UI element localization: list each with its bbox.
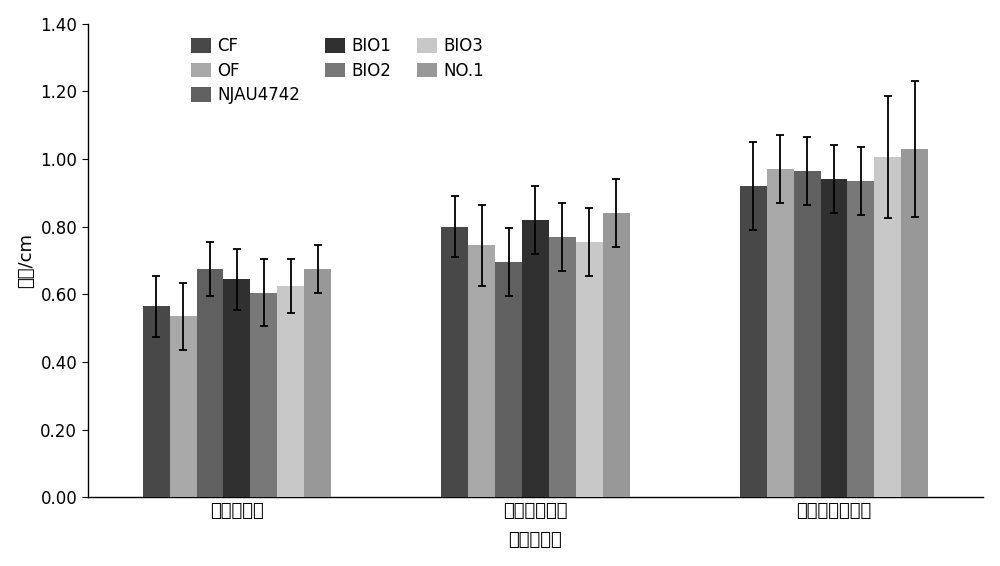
Bar — [143, 306, 170, 498]
Legend: CF, OF, NJAU4742, BIO1, BIO2, BIO3, NO.1: CF, OF, NJAU4742, BIO1, BIO2, BIO3, NO.1 — [186, 32, 489, 109]
Bar — [740, 186, 767, 498]
Bar — [304, 269, 331, 498]
Bar — [847, 181, 874, 498]
Bar — [549, 237, 576, 498]
Bar — [794, 171, 821, 498]
Bar — [495, 262, 522, 498]
Y-axis label: 茎粗/cm: 茎粗/cm — [17, 233, 35, 288]
Bar — [522, 220, 549, 498]
Bar — [250, 293, 277, 498]
Bar — [576, 242, 603, 498]
X-axis label: 有机类肥料: 有机类肥料 — [509, 531, 562, 550]
Bar — [767, 169, 794, 498]
Bar — [603, 213, 630, 498]
Bar — [223, 279, 250, 498]
Bar — [874, 157, 901, 498]
Bar — [901, 149, 928, 498]
Bar — [468, 245, 495, 498]
Bar — [441, 226, 468, 498]
Bar — [821, 179, 847, 498]
Bar — [277, 286, 304, 498]
Bar — [170, 316, 197, 498]
Bar — [197, 269, 223, 498]
